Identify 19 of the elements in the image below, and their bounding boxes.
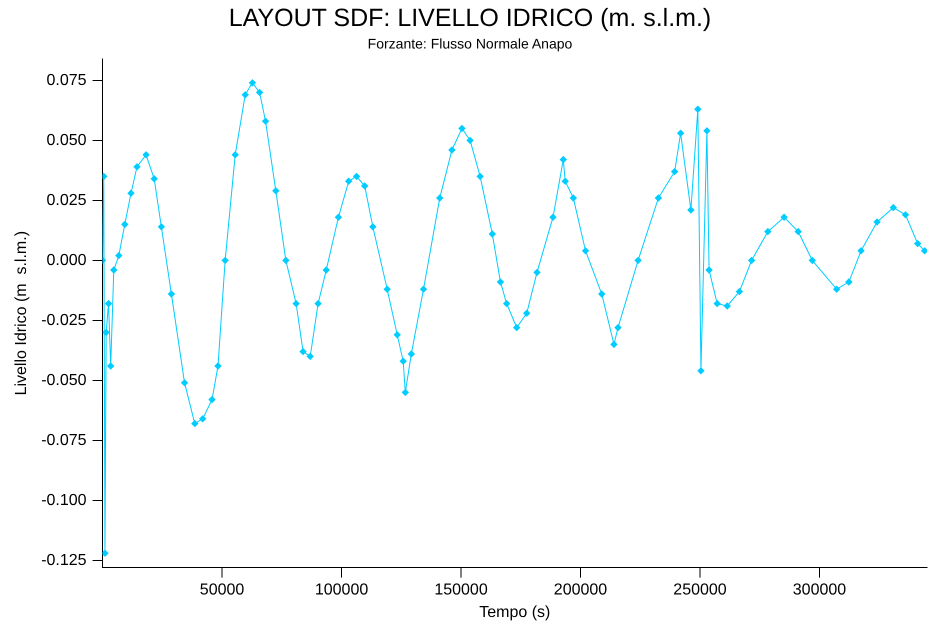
y-tick-label: 0.050 — [46, 132, 87, 149]
y-tick-label: -0.100 — [41, 492, 87, 509]
x-tick-label: 150000 — [434, 582, 488, 599]
x-tick-label: 100000 — [314, 582, 368, 599]
y-tick-label: -0.050 — [41, 372, 87, 389]
x-tick-label: 50000 — [200, 582, 244, 599]
x-tick-label: 200000 — [554, 582, 608, 599]
chart-subtitle: Forzante: Flusso Normale Anapo — [368, 35, 573, 52]
y-tick-label: 0.075 — [46, 72, 87, 89]
y-axis-title: Livello Idrico (m s.l.m.) — [13, 230, 30, 396]
x-tick-label: 250000 — [673, 582, 727, 599]
x-axis-title: Tempo (s) — [479, 604, 550, 621]
y-tick-label: -0.025 — [41, 312, 87, 329]
y-tick-label: 0.000 — [46, 252, 87, 269]
chart-title: LAYOUT SDF: LIVELLO IDRICO (m. s.l.m.) — [228, 4, 712, 32]
y-tick-label: -0.075 — [41, 432, 87, 449]
y-tick-label: 0.025 — [46, 192, 87, 209]
y-tick-label: -0.125 — [41, 552, 87, 569]
x-tick-label: 300000 — [792, 582, 846, 599]
